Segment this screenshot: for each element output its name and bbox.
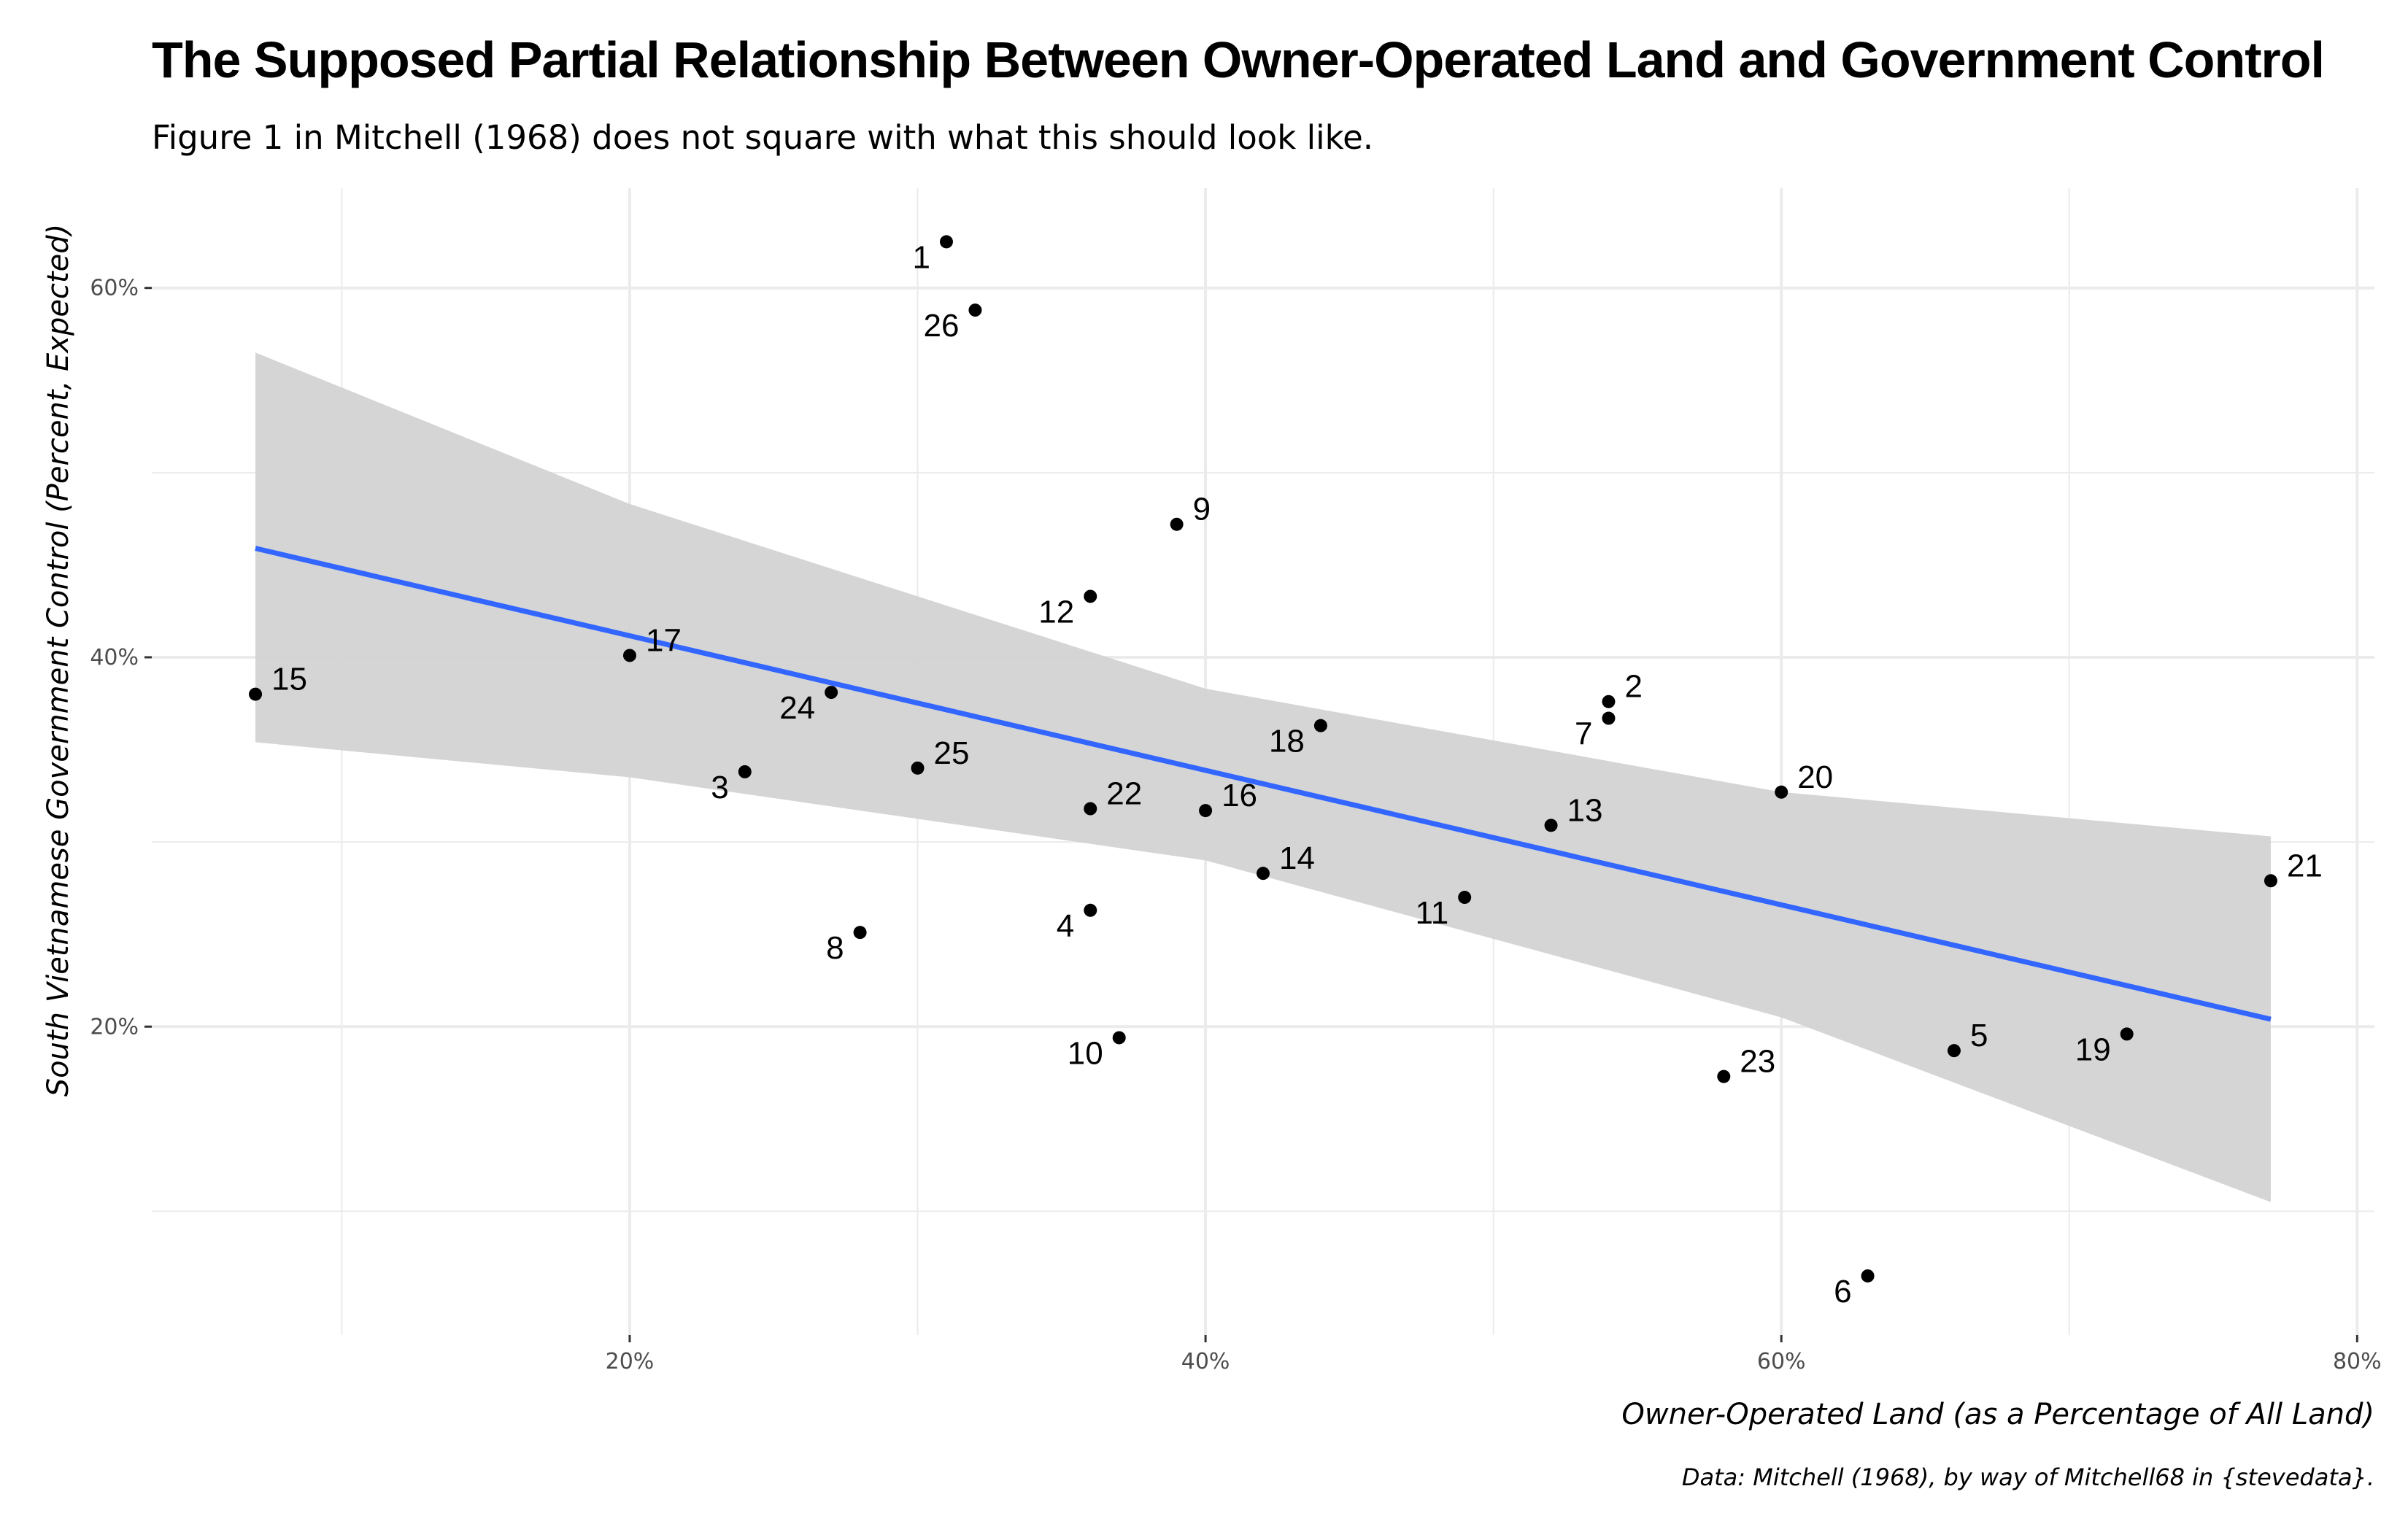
y-tick-label: 20% [90,1014,139,1040]
point-label: 17 [646,622,682,658]
data-point [1084,589,1097,603]
x-tick-label: 80% [2333,1349,2382,1374]
data-point [1199,804,1213,818]
confidence-band [255,352,2271,1202]
x-tick-label: 20% [606,1349,655,1374]
point-label: 16 [1222,778,1257,813]
point-label: 3 [711,770,728,805]
point-label: 26 [923,308,959,344]
point-label: 13 [1567,792,1603,828]
data-point [2120,1027,2134,1041]
x-tick-label: 60% [1757,1349,1806,1374]
data-point [939,235,953,249]
point-label: 11 [1416,895,1449,931]
point-labels: 1234567891011121314151617181920212223242… [271,239,2323,1309]
chart-caption: Data: Mitchell (1968), by way of Mitchel… [1681,1463,2374,1491]
data-point [911,761,925,775]
data-point [968,303,982,317]
point-label: 6 [1834,1274,1851,1309]
point-label: 20 [1797,759,1833,795]
chart-subtitle: Figure 1 in Mitchell (1968) does not squ… [152,118,1374,157]
data-point [1775,785,1788,799]
data-point [1602,695,1616,708]
y-tick-label: 40% [90,645,139,670]
regression-line-group [255,546,2272,1022]
point-label: 9 [1193,492,1211,527]
data-point [825,686,838,700]
data-point [1112,1031,1126,1045]
data-point [1458,891,1472,905]
point-label: 23 [1740,1044,1775,1080]
x-tick-label: 40% [1181,1349,1230,1374]
point-label: 5 [1970,1018,1988,1053]
point-label: 22 [1106,776,1142,812]
x-axis-label: Owner-Operated Land (as a Percentage of … [1621,1398,2374,1431]
data-point [2264,874,2277,888]
point-label: 4 [1057,908,1074,944]
point-label: 18 [1269,724,1305,759]
data-point [738,765,752,778]
point-label: 2 [1624,669,1642,705]
point-label: 1 [913,239,930,275]
data-point [1257,867,1270,881]
data-point [249,687,263,701]
data-point [1544,819,1558,832]
point-label: 8 [826,930,844,966]
y-axis-label: South Vietnamese Government Control (Per… [42,223,75,1097]
data-point [1602,711,1616,725]
x-axis-ticks: 20% 40% 60% 80% [606,1335,2382,1374]
point-label: 21 [2287,848,2323,883]
data-points [249,235,2277,1283]
y-axis-ticks: 20% 40% 60% [90,276,152,1040]
data-point [1947,1044,1961,1058]
data-point [1170,517,1184,531]
point-label: 7 [1575,716,1592,752]
regression-line [255,546,2272,1022]
point-label: 19 [2075,1032,2111,1067]
y-tick-label: 60% [90,276,139,301]
point-label: 14 [1279,840,1315,876]
confidence-band-area [255,352,2271,1202]
point-label: 10 [1068,1035,1103,1071]
data-point [1313,719,1327,732]
point-label: 25 [934,735,970,771]
data-point [622,649,636,662]
data-point [853,926,867,940]
chart-title: The Supposed Partial Relationship Betwee… [152,31,2325,88]
data-point [1084,802,1097,816]
data-point [1861,1269,1875,1283]
data-point [1084,903,1097,917]
point-label: 15 [271,662,307,697]
data-point [1717,1069,1731,1083]
point-label: 24 [779,690,815,726]
point-label: 12 [1038,594,1074,630]
